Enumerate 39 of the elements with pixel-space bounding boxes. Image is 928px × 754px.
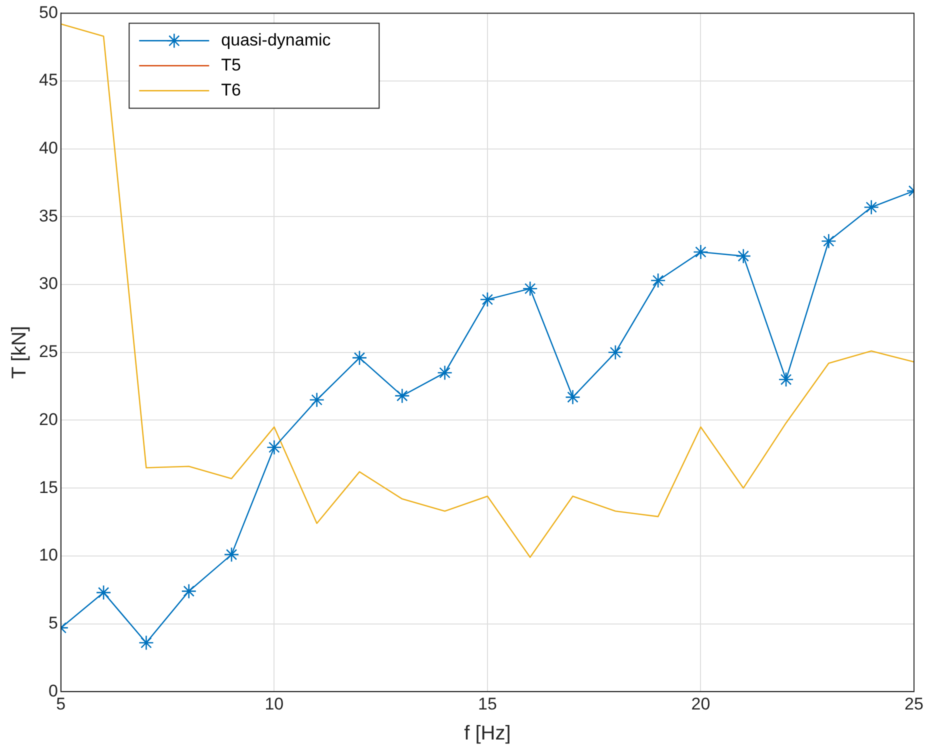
point — [778, 372, 794, 388]
point — [736, 248, 752, 264]
x-tick-label: 15 — [478, 694, 497, 714]
y-tick-label: 30 — [38, 274, 58, 294]
x-tick-label: 20 — [691, 694, 710, 714]
x-tick-label: 10 — [264, 694, 284, 714]
point — [266, 440, 282, 456]
point — [437, 365, 452, 380]
y-tick-label: 40 — [38, 138, 58, 158]
point — [565, 390, 580, 405]
y-tick-label: 15 — [38, 478, 58, 497]
point — [138, 635, 154, 650]
y-tick-label: 50 — [38, 2, 58, 22]
point — [821, 233, 836, 249]
y-tick-label: 35 — [38, 206, 58, 226]
point — [650, 272, 666, 288]
y-tick-label: 20 — [38, 410, 58, 429]
point — [224, 546, 240, 562]
point — [352, 350, 368, 366]
point — [96, 584, 112, 600]
x-axis-title: f [Hz] — [464, 722, 511, 745]
point — [394, 388, 410, 404]
point — [181, 584, 197, 599]
y-tick-label: 45 — [38, 70, 58, 90]
point — [480, 292, 496, 308]
legend-label: T6 — [221, 80, 241, 100]
y-tick-label: 0 — [48, 681, 58, 700]
point — [522, 280, 538, 296]
x-tick-label: 25 — [904, 694, 924, 714]
y-tick-label: 10 — [38, 546, 58, 565]
point — [309, 392, 324, 408]
y-tick-label: 25 — [38, 342, 58, 362]
legend-label: T5 — [221, 55, 241, 74]
y-axis-title: T [kN] — [8, 326, 31, 379]
point — [693, 244, 708, 260]
y-tick-label: 5 — [48, 613, 58, 632]
legend-label: quasi-dynamic — [221, 30, 332, 50]
point — [864, 200, 879, 215]
point — [608, 344, 624, 360]
